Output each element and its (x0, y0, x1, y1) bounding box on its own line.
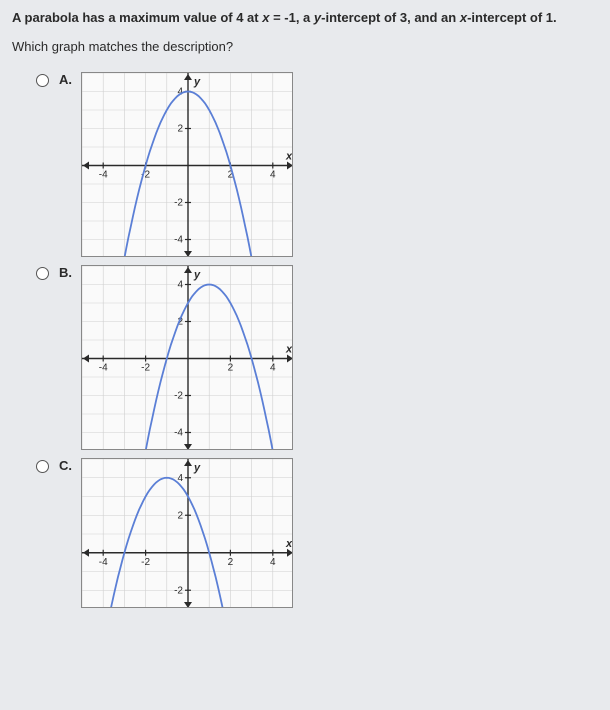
svg-text:4: 4 (270, 170, 276, 181)
question-line-2: Which graph matches the description? (12, 39, 598, 54)
svg-text:2: 2 (228, 557, 234, 568)
q1-suffix: -intercept of 1. (467, 10, 557, 25)
option-c-row: C. -4-22442-2xy (12, 458, 598, 608)
svg-text:y: y (193, 269, 201, 281)
svg-text:-2: -2 (141, 363, 150, 374)
question-line-1: A parabola has a maximum value of 4 at x… (12, 10, 598, 25)
grid-b: -4-22442-2-4xy (82, 266, 293, 450)
option-b-row: B. -4-22442-2-4xy (12, 265, 598, 450)
svg-text:x: x (285, 538, 293, 550)
q1-prefix: A parabola has a maximum value of 4 at (12, 10, 262, 25)
svg-text:-4: -4 (174, 235, 183, 246)
svg-text:-4: -4 (174, 428, 183, 439)
svg-text:4: 4 (177, 280, 183, 291)
svg-text:-4: -4 (99, 557, 108, 568)
option-a-label: A. (59, 72, 81, 87)
q1-mid1: = -1, a (269, 10, 313, 25)
radio-c[interactable] (36, 460, 49, 473)
svg-text:-2: -2 (141, 557, 150, 568)
graph-b: -4-22442-2-4xy (81, 265, 293, 450)
svg-text:4: 4 (270, 557, 276, 568)
svg-text:2: 2 (177, 510, 183, 521)
svg-text:y: y (193, 76, 201, 88)
radio-b[interactable] (36, 267, 49, 280)
svg-text:-2: -2 (174, 585, 183, 596)
svg-text:-2: -2 (174, 198, 183, 209)
svg-text:4: 4 (270, 363, 276, 374)
grid-c: -4-22442-2xy (82, 459, 293, 608)
q1-var-x2: x (460, 10, 467, 25)
q1-mid2: -intercept of 3, and an (321, 10, 460, 25)
svg-text:x: x (285, 344, 293, 356)
svg-text:2: 2 (228, 363, 234, 374)
svg-text:2: 2 (177, 124, 183, 135)
svg-text:y: y (193, 462, 201, 474)
option-b-label: B. (59, 265, 81, 280)
svg-text:-2: -2 (174, 391, 183, 402)
graph-c: -4-22442-2xy (81, 458, 293, 608)
option-a-row: A. -4-22442-2-4xy (12, 72, 598, 257)
option-c-label: C. (59, 458, 81, 473)
svg-text:-4: -4 (99, 170, 108, 181)
radio-a[interactable] (36, 74, 49, 87)
graph-a: -4-22442-2-4xy (81, 72, 293, 257)
grid-a: -4-22442-2-4xy (82, 73, 293, 257)
svg-text:-4: -4 (99, 363, 108, 374)
svg-text:x: x (285, 151, 293, 163)
